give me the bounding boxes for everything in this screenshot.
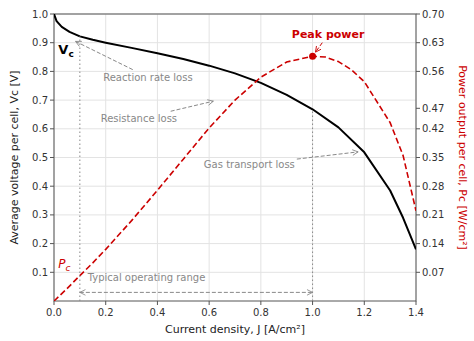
y2-tick-label: 0.47	[422, 103, 444, 114]
y2-tick-label: 0.42	[422, 123, 444, 134]
y-tick-label: 0.1	[32, 267, 48, 278]
y2-tick	[416, 108, 420, 109]
series-label-sub: c	[66, 263, 71, 273]
y2-tick-label: 0.56	[422, 66, 444, 77]
plot-frame	[54, 14, 416, 301]
annotation-text: Peak power	[292, 28, 365, 41]
y2-tick	[416, 214, 420, 215]
y-tick	[50, 128, 54, 129]
annotation-arrow	[76, 41, 133, 69]
y-tick-label: 1.0	[32, 9, 48, 20]
grid-line-y	[54, 186, 416, 187]
x-tick	[157, 301, 158, 305]
y-tick-label: 0.9	[32, 37, 48, 48]
grid-line-y	[54, 128, 416, 129]
annotation-arrow	[297, 152, 358, 159]
annotation-arrow	[171, 101, 214, 111]
annotation-text: Resistance loss	[101, 113, 177, 124]
series-labels: VcPc	[58, 42, 73, 273]
series-line	[54, 14, 416, 249]
y2-tick-label: 0.28	[422, 181, 444, 192]
y-tick	[50, 243, 54, 244]
x-tick-label: 1.2	[356, 307, 372, 318]
y-tick-label: 0.2	[32, 238, 48, 249]
y2-tick	[416, 42, 420, 43]
y-tick-label: 0.7	[32, 95, 48, 106]
series-label: Vc	[58, 42, 73, 59]
annotations: Reaction rate loss Resistance loss Gas tra…	[76, 28, 365, 293]
y-tick	[50, 71, 54, 72]
y2-tick-label: 0.70	[422, 9, 444, 20]
x-tick	[416, 301, 417, 305]
series-label-sub: c	[68, 49, 73, 59]
peak-marker	[309, 53, 316, 60]
y-tick-label: 0.6	[32, 123, 48, 134]
y2-tick-label: 0.07	[422, 267, 444, 278]
annotation-text: Reaction rate loss	[103, 72, 192, 83]
x-tick-label: 0.2	[98, 307, 114, 318]
y-tick	[50, 272, 54, 273]
y2-tick	[416, 243, 420, 244]
y-tick	[50, 186, 54, 187]
annotation-arrow	[315, 43, 322, 52]
y-tick	[50, 42, 54, 43]
y2-tick	[416, 157, 420, 158]
annotation-text: Typical operating range	[87, 272, 206, 283]
grid-line-y	[54, 243, 416, 244]
y2-tick	[416, 186, 420, 187]
x-tick-label: 0.8	[253, 307, 269, 318]
y2-tick	[416, 71, 420, 72]
ticks: 0.0 0.2 0.4 0.6 0.8 1.0 1.2 1.4 0.1 0.2 0.3 0.4 0.5 0…	[32, 9, 444, 319]
range-guide	[312, 109, 313, 301]
y-tick-label: 0.5	[32, 152, 48, 163]
y-axis-title: Average voltage per cell, Vc [V]	[8, 70, 21, 244]
y2-tick-label: 0.21	[422, 209, 444, 220]
grid	[54, 14, 416, 301]
x-tick	[209, 301, 210, 305]
y2-tick	[416, 128, 420, 129]
x-tick-label: 0.4	[149, 307, 165, 318]
y-tick	[50, 100, 54, 101]
x-tick	[312, 301, 313, 305]
x-tick	[54, 301, 55, 305]
y2-axis-title: Power output per cell, Pc [W/cm²]	[456, 65, 469, 250]
x-tick	[364, 301, 365, 305]
y2-tick-label: 0.35	[422, 152, 444, 163]
x-tick-label: 0.6	[201, 307, 217, 318]
y2-tick-label: 0.14	[422, 238, 444, 249]
y2-tick	[416, 272, 420, 273]
x-axis-title: Current density, J [A/cm²]	[165, 323, 305, 336]
chart: 0.0 0.2 0.4 0.6 0.8 1.0 1.2 1.4 0.1 0.2 0.3 0.4 0.5 0…	[0, 0, 474, 341]
grid-line-y	[54, 157, 416, 158]
grid-line-y	[54, 214, 416, 215]
plot-area	[54, 14, 416, 301]
x-tick-label: 1.0	[305, 307, 321, 318]
y2-tick	[416, 14, 420, 15]
annotation-text: Gas transport loss	[204, 159, 295, 170]
y-tick	[50, 157, 54, 158]
y-tick-label: 0.3	[32, 209, 48, 220]
x-tick	[260, 301, 261, 305]
x-tick-label: 1.4	[408, 307, 424, 318]
series-label-main: V	[58, 42, 68, 57]
range-arrow	[80, 292, 313, 293]
series-line	[54, 56, 416, 301]
range-guide	[79, 36, 80, 301]
x-tick	[105, 301, 106, 305]
series-label: Pc	[58, 257, 70, 273]
y2-tick-label: 0.63	[422, 37, 444, 48]
x-tick-label: 0.0	[46, 307, 62, 318]
y-tick-label: 0.8	[32, 66, 48, 77]
y-tick-label: 0.4	[32, 181, 48, 192]
y-tick	[50, 214, 54, 215]
y-tick	[50, 14, 54, 15]
